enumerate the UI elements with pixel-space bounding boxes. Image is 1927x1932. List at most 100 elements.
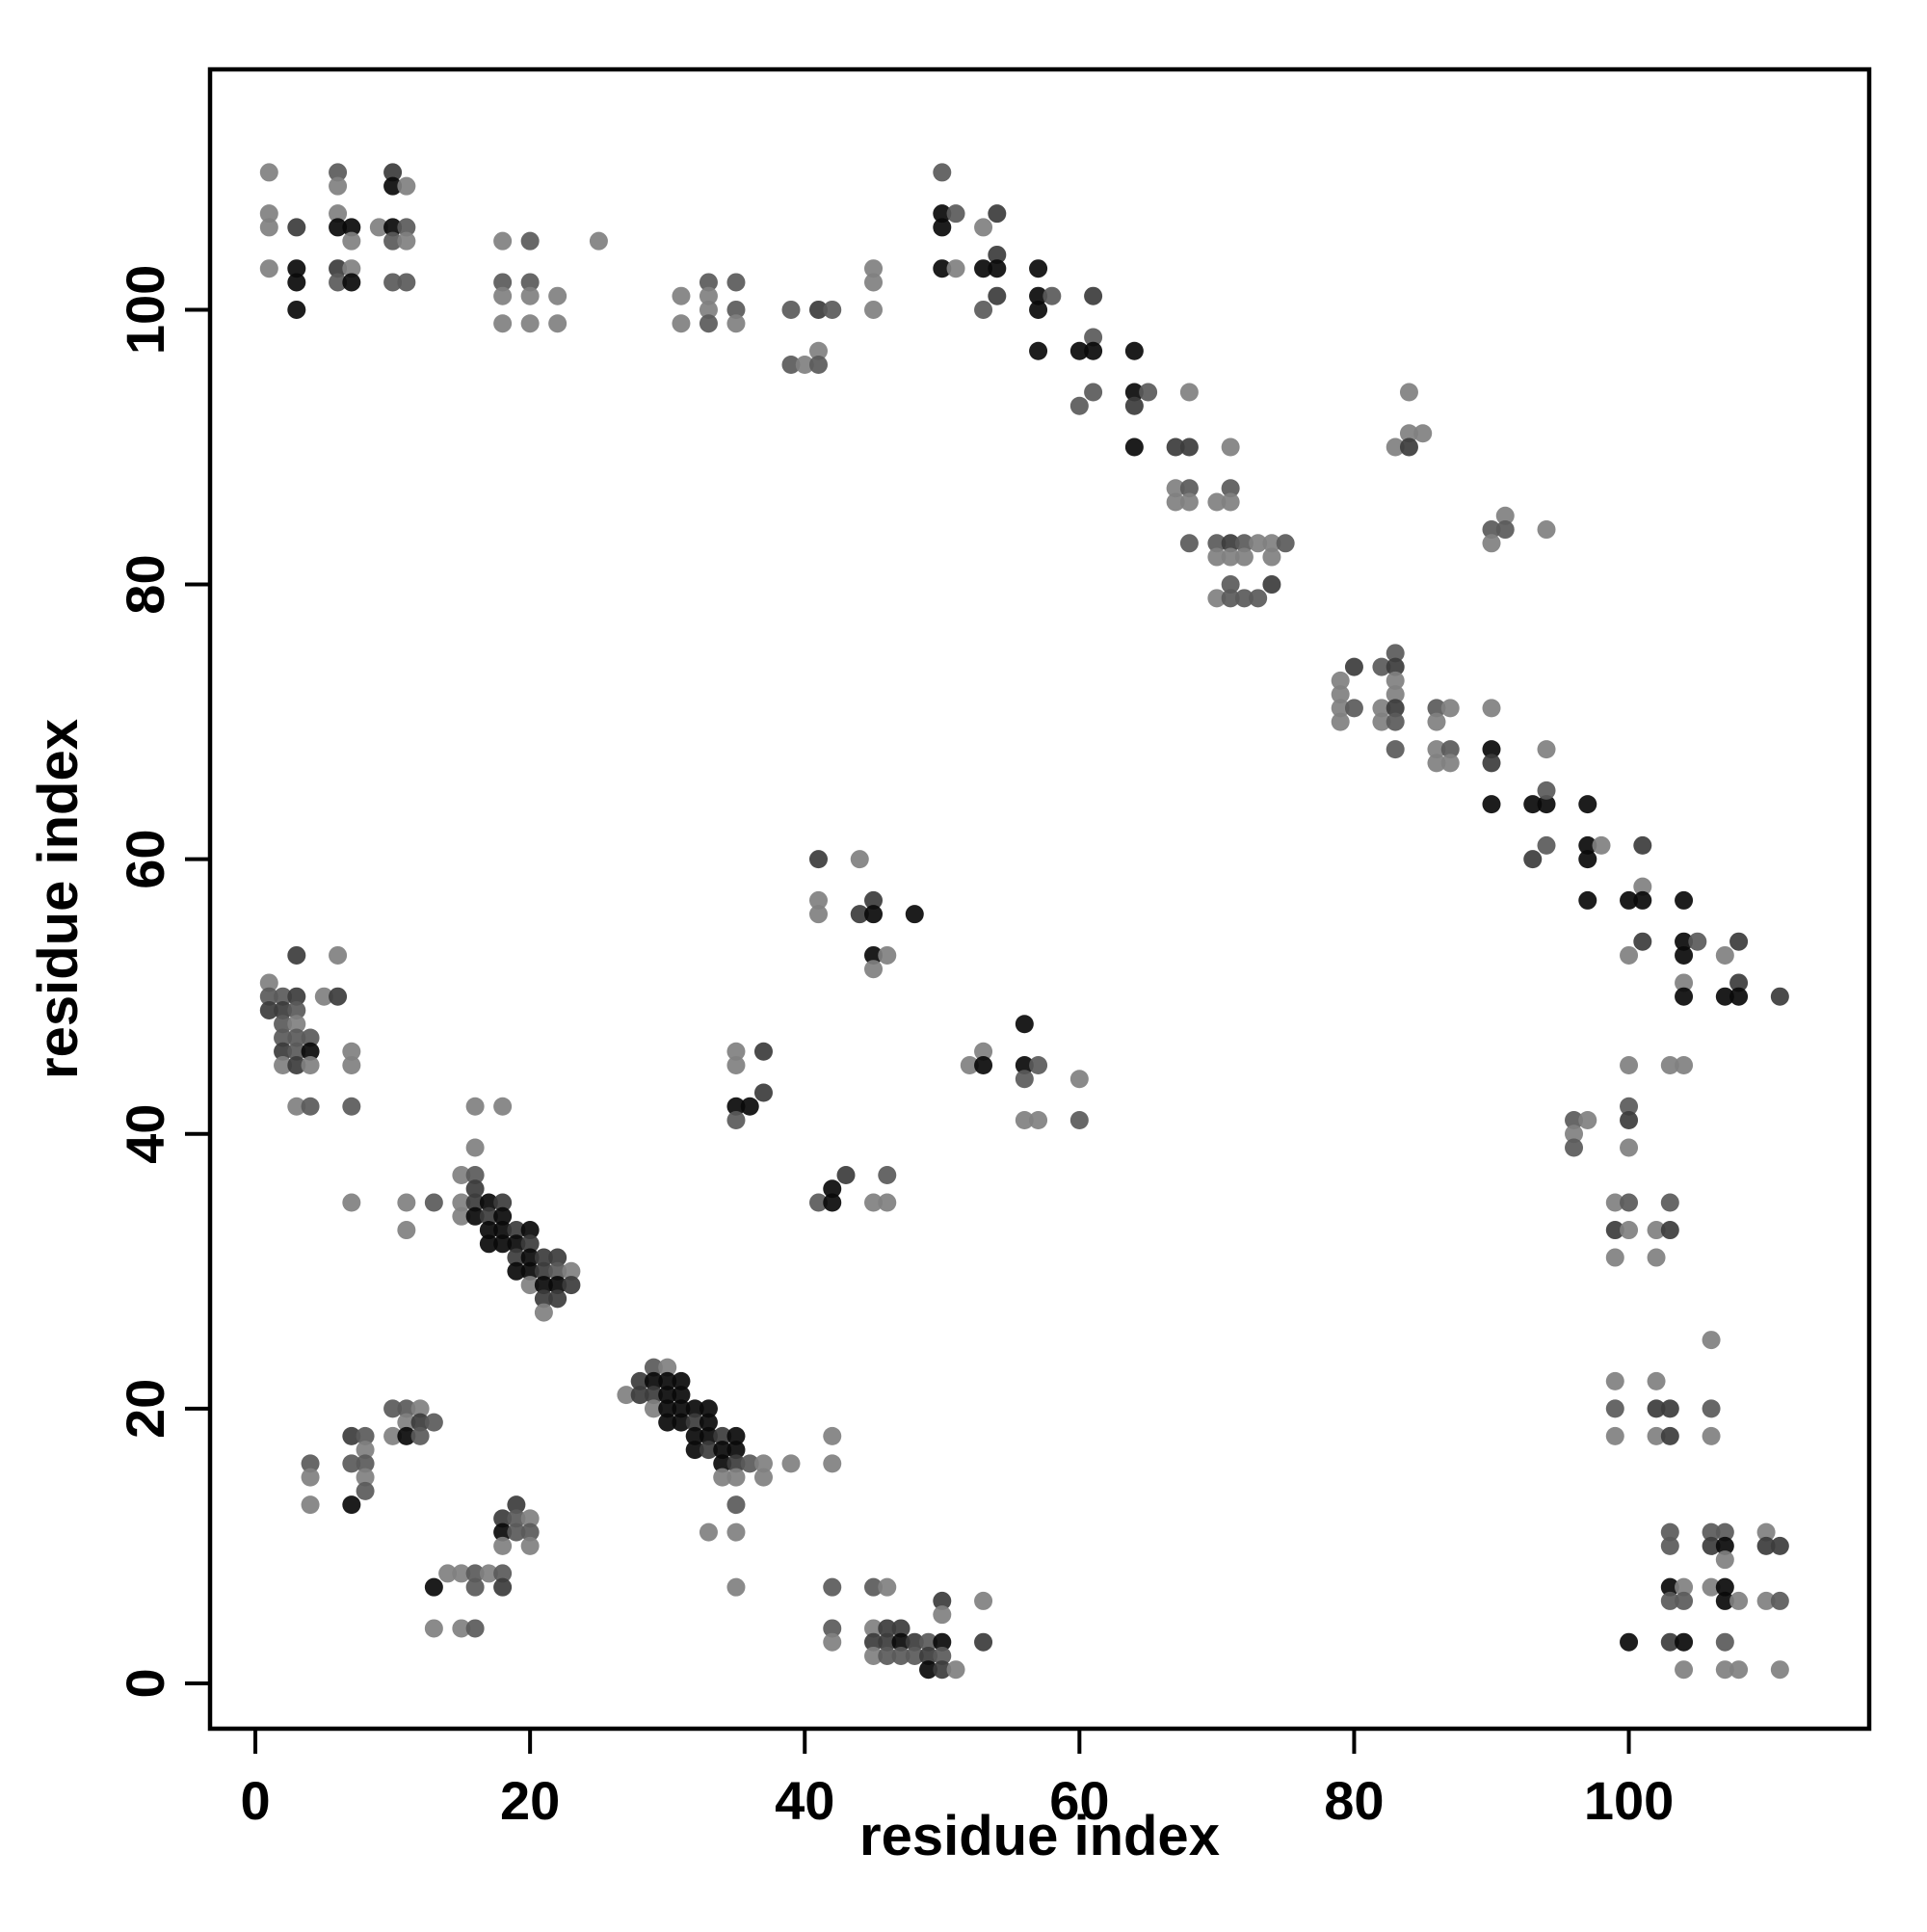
contact-point (452, 1193, 471, 1212)
contact-point (520, 1509, 540, 1528)
contact-point (726, 1577, 746, 1597)
contact-point (1605, 1248, 1624, 1267)
contact-point (479, 1221, 498, 1240)
contact-point (397, 176, 416, 196)
contact-point (726, 1495, 746, 1515)
contact-point (1029, 286, 1048, 305)
contact-point (1660, 1426, 1679, 1445)
contact-point (1482, 699, 1501, 718)
contact-point (1660, 1522, 1679, 1542)
contact-point (274, 1042, 293, 1061)
contact-point (424, 1413, 443, 1432)
y-tick-label: 100 (115, 265, 175, 355)
contact-point (878, 1166, 897, 1185)
contact-point (699, 1399, 718, 1418)
contact-point (1386, 699, 1405, 718)
contact-point (1660, 1536, 1679, 1555)
contact-point (617, 1386, 636, 1405)
contact-point (287, 218, 306, 237)
contact-point (534, 1289, 553, 1309)
contact-point (878, 1619, 897, 1638)
contact-point (1565, 1138, 1584, 1157)
contact-point (1660, 1399, 1679, 1418)
contact-point (864, 1577, 884, 1597)
contact-point (507, 1261, 526, 1281)
contact-point (1578, 890, 1597, 910)
contact-point (1482, 740, 1501, 759)
contact-point (726, 1097, 746, 1116)
y-tick-label: 20 (115, 1379, 175, 1439)
contact-point (1015, 1111, 1034, 1130)
contact-point (1221, 575, 1240, 595)
contact-point (424, 1193, 443, 1212)
contact-point (1633, 877, 1652, 896)
contact-point (342, 273, 361, 292)
contact-point (1675, 1632, 1694, 1652)
contact-point (1633, 890, 1652, 910)
contact-point (1029, 341, 1048, 360)
contact-point (493, 286, 513, 305)
contact-point (644, 1371, 663, 1390)
contact-point (1386, 671, 1405, 690)
contact-point (287, 259, 306, 278)
contact-point (823, 300, 842, 319)
y-tick-label: 40 (115, 1104, 175, 1164)
contact-point (808, 355, 828, 374)
contact-point (507, 1248, 526, 1267)
contact-point (493, 1564, 513, 1583)
contact-point (850, 905, 869, 924)
contact-point (342, 1193, 361, 1212)
contact-point (562, 1276, 581, 1295)
contact-point (933, 1605, 952, 1625)
contact-point (1344, 657, 1363, 676)
contact-point (699, 286, 718, 305)
contact-point (658, 1358, 677, 1377)
contact-point (1715, 1577, 1734, 1597)
contact-point (1372, 657, 1391, 676)
contact-point (1427, 712, 1446, 731)
contact-point (1537, 781, 1556, 800)
contact-point (658, 1399, 677, 1418)
contact-point (1386, 437, 1405, 457)
contact-point (452, 1619, 471, 1638)
contact-point (946, 1660, 965, 1680)
contact-point (1166, 492, 1185, 512)
contact-point (1702, 1331, 1721, 1350)
contact-point (672, 1399, 691, 1418)
contact-point (1069, 1111, 1089, 1130)
contact-point (1565, 1111, 1584, 1130)
contact-point (1578, 1111, 1597, 1130)
contact-point (1440, 740, 1460, 759)
contact-point (493, 1522, 513, 1542)
contact-point (1399, 383, 1418, 402)
contact-point (397, 1193, 416, 1212)
contact-point (1386, 740, 1405, 759)
contact-point (493, 1221, 513, 1240)
contact-point (740, 1097, 759, 1116)
contact-point (1729, 987, 1749, 1006)
contact-point (672, 1386, 691, 1405)
contact-point (1647, 1399, 1666, 1418)
contact-point (1413, 424, 1433, 443)
contact-point (259, 1000, 278, 1019)
contact-point (287, 300, 306, 319)
contact-point (493, 1206, 513, 1226)
contact-point (356, 1441, 375, 1460)
contact-point (1605, 1371, 1624, 1390)
contact-point (287, 1055, 306, 1074)
contact-point (1015, 1015, 1034, 1034)
contact-point (1675, 945, 1694, 965)
contact-point (287, 1097, 306, 1116)
contact-point (274, 1015, 293, 1034)
contact-point (1234, 547, 1254, 567)
contact-point (1660, 1632, 1679, 1652)
contact-point (713, 1454, 732, 1473)
contact-point (410, 1413, 430, 1432)
contact-point (891, 1646, 911, 1665)
contact-point (342, 1055, 361, 1074)
contact-point (1620, 1193, 1639, 1212)
contact-point (1179, 492, 1199, 512)
contact-point (465, 1619, 485, 1638)
contact-point (1179, 534, 1199, 553)
contact-point (933, 1632, 952, 1652)
